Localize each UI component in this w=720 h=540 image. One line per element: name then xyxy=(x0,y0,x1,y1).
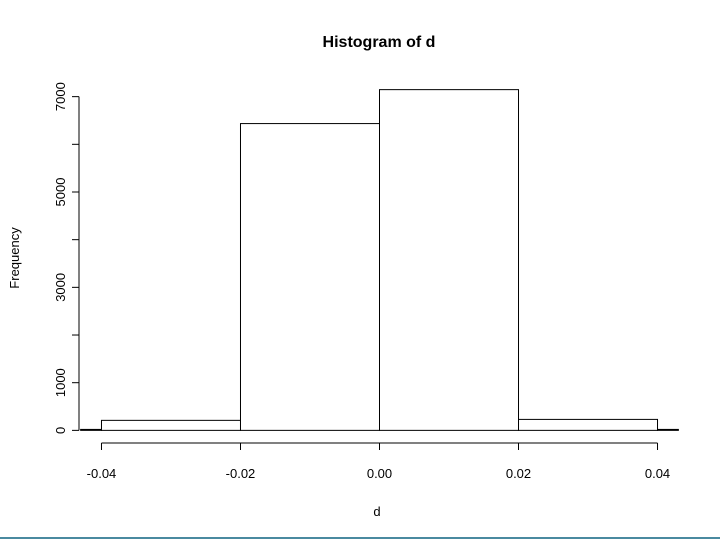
x-tick-label: -0.04 xyxy=(87,466,117,481)
x-tick-label: 0.02 xyxy=(506,466,531,481)
bar xyxy=(379,89,520,431)
x-tick-label: 0.04 xyxy=(645,466,670,481)
chart-title: Histogram of d xyxy=(323,34,436,51)
y-tick-label: 1000 xyxy=(53,368,68,397)
bar xyxy=(80,428,102,431)
x-axis-label: d xyxy=(373,504,380,519)
bar xyxy=(100,419,241,431)
x-tick-label: -0.02 xyxy=(226,466,256,481)
y-tick-label: 7000 xyxy=(53,82,68,111)
bar xyxy=(239,123,380,431)
x-tick-label: 0.00 xyxy=(367,466,392,481)
y-tick-label: 5000 xyxy=(53,178,68,207)
bar xyxy=(657,428,679,431)
y-axis-label: Frequency xyxy=(7,227,22,289)
y-tick-label: 0 xyxy=(53,427,68,434)
bar xyxy=(518,418,659,431)
y-tick-label: 3000 xyxy=(53,273,68,302)
